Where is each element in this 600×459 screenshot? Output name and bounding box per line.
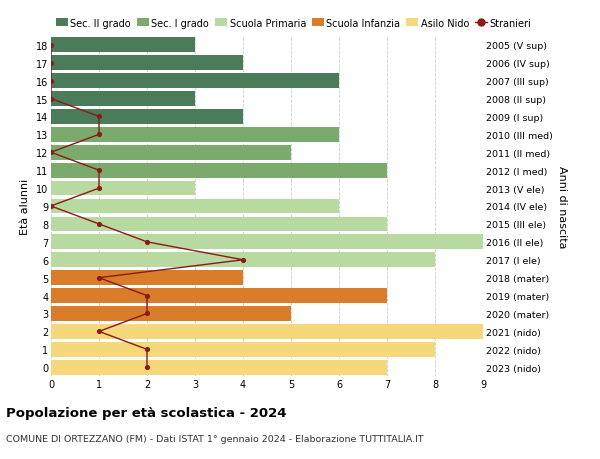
Point <box>46 60 56 67</box>
Point <box>46 42 56 49</box>
Bar <box>51 56 243 71</box>
Point <box>94 167 104 174</box>
Bar <box>51 39 195 53</box>
Bar <box>51 181 195 196</box>
Point <box>94 328 104 336</box>
Point <box>46 149 56 157</box>
Point <box>142 239 152 246</box>
Point <box>238 257 248 264</box>
Point <box>46 78 56 85</box>
Bar <box>51 217 387 232</box>
Bar <box>51 235 483 250</box>
Text: Popolazione per età scolastica - 2024: Popolazione per età scolastica - 2024 <box>6 406 287 419</box>
Point <box>46 95 56 103</box>
Point <box>94 185 104 192</box>
Point <box>142 310 152 318</box>
Bar <box>51 199 339 214</box>
Point <box>46 203 56 210</box>
Bar <box>51 253 435 268</box>
Bar <box>51 271 243 285</box>
Point <box>94 131 104 139</box>
Point <box>94 221 104 228</box>
Bar <box>51 128 339 142</box>
Bar <box>51 110 243 124</box>
Point <box>94 274 104 282</box>
Bar <box>51 146 291 160</box>
Bar <box>51 74 339 89</box>
Bar <box>51 325 483 339</box>
Bar <box>51 360 387 375</box>
Bar <box>51 163 387 178</box>
Bar <box>51 307 291 321</box>
Point <box>142 346 152 353</box>
Bar <box>51 289 387 303</box>
Y-axis label: Età alunni: Età alunni <box>20 179 30 235</box>
Text: COMUNE DI ORTEZZANO (FM) - Dati ISTAT 1° gennaio 2024 - Elaborazione TUTTITALIA.: COMUNE DI ORTEZZANO (FM) - Dati ISTAT 1°… <box>6 434 424 443</box>
Y-axis label: Anni di nascita: Anni di nascita <box>557 165 566 248</box>
Bar <box>51 92 195 106</box>
Point <box>94 113 104 121</box>
Point <box>142 292 152 300</box>
Legend: Sec. II grado, Sec. I grado, Scuola Primaria, Scuola Infanzia, Asilo Nido, Stran: Sec. II grado, Sec. I grado, Scuola Prim… <box>56 18 532 28</box>
Bar <box>51 342 435 357</box>
Point <box>142 364 152 371</box>
